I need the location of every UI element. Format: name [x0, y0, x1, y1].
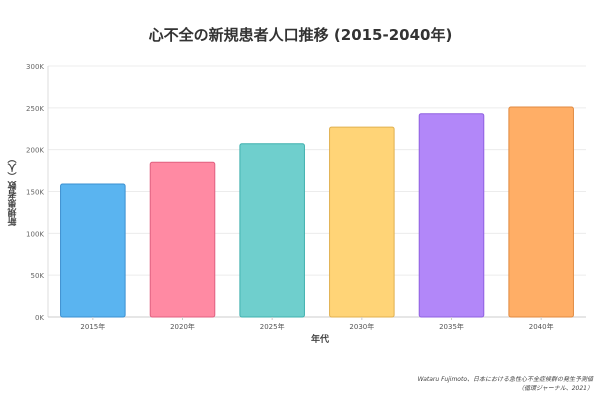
y-tick-label: 300K	[26, 63, 44, 71]
x-axis-label: 年代	[310, 335, 329, 345]
bar-2035年	[418, 113, 485, 318]
x-tick-label: 2020年	[170, 322, 195, 331]
x-tick-label: 2015年	[80, 322, 105, 331]
y-tick-label: 200K	[26, 147, 44, 155]
source-line-1: Wataru Fujimoto、日本における急性心不全症候群の発生予測値	[417, 376, 593, 383]
y-tick-label: 0K	[35, 314, 44, 322]
y-tick-label: 100K	[26, 230, 44, 238]
y-tick-label: 250K	[26, 105, 44, 113]
x-tick-label: 2025年	[260, 322, 285, 331]
source-line-2: （循環ジャーナル、2021）	[518, 385, 593, 392]
y-tick-label: 150K	[26, 189, 44, 197]
bar-2040年	[508, 106, 574, 318]
source-note: Wataru Fujimoto、日本における急性心不全症候群の発生予測値 （循環…	[353, 375, 593, 393]
bar-2020年	[149, 161, 216, 318]
x-tick-label: 2030年	[349, 322, 374, 331]
bar-2015年	[60, 183, 126, 318]
chart-title: 心不全の新規患者人口推移 (2015-2040年)	[148, 26, 453, 44]
bar-2025年	[239, 143, 305, 318]
x-tick-label: 2035年	[439, 322, 464, 331]
bar-2030年	[329, 126, 395, 318]
y-tick-label: 50K	[31, 272, 45, 280]
x-tick-label: 2040年	[529, 322, 554, 331]
